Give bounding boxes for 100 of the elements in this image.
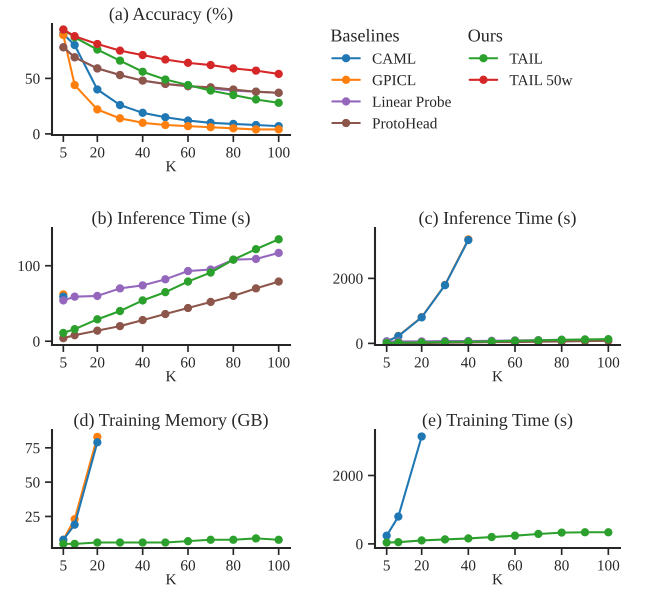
point [138, 296, 147, 305]
point [604, 528, 612, 536]
point [252, 254, 260, 264]
point [116, 100, 124, 110]
point [161, 55, 170, 64]
point [418, 432, 426, 441]
point [138, 118, 147, 127]
point [382, 538, 391, 547]
x-tick-label: 40 [135, 560, 150, 571]
point [161, 288, 170, 296]
chart-title: (e) Training Time (s) [422, 413, 572, 430]
y-tick-label: 50 [26, 477, 40, 488]
point [274, 248, 283, 258]
point [59, 296, 68, 305]
legend-label: ProtoHead [372, 118, 438, 128]
point [252, 66, 260, 75]
x-tick-label: 40 [135, 357, 150, 368]
point [274, 235, 283, 244]
point [70, 292, 79, 301]
chart-title: (c) Inference Time (s) [419, 211, 576, 228]
point [93, 438, 102, 447]
text: Baselines [330, 28, 399, 42]
x-axis-title: K [166, 371, 176, 382]
x-axis-title: K [492, 371, 503, 382]
point [558, 528, 566, 537]
x-tick-label: 100 [598, 357, 620, 368]
point [116, 114, 124, 123]
legend-label: TAIL [510, 53, 542, 64]
x-tick-label: 80 [226, 357, 240, 368]
point [93, 40, 102, 48]
point [184, 304, 192, 312]
legend-label: Linear Probe [372, 96, 451, 107]
legend-label: TAIL 50w [510, 75, 572, 86]
point [138, 68, 147, 76]
point [70, 540, 79, 548]
point [184, 536, 192, 546]
point [274, 536, 283, 544]
point [274, 125, 283, 134]
x-tick-label: 60 [181, 357, 196, 368]
point [418, 536, 426, 545]
y-tick-label: 0 [356, 539, 363, 550]
x-tick-label: 80 [226, 560, 240, 571]
x-tick-label: 20 [90, 357, 104, 368]
point [184, 277, 192, 286]
point [206, 60, 215, 70]
x-tick-label: 20 [414, 560, 429, 571]
x-axis-title: K [166, 574, 176, 584]
point [252, 95, 260, 104]
point [93, 292, 102, 300]
point [116, 284, 124, 293]
point [138, 108, 147, 117]
x-tick-label: 100 [268, 560, 290, 571]
x-tick-label: 40 [460, 560, 476, 571]
y-tick-label: 25 [26, 512, 40, 522]
y-tick-label: 0 [33, 336, 40, 347]
point [138, 538, 147, 547]
x-tick-label: 5 [384, 560, 390, 571]
point [206, 123, 215, 132]
x-tick-label: 20 [414, 357, 429, 368]
x-tick-label: 40 [460, 357, 476, 368]
y-tick-label: 50 [26, 74, 40, 84]
point [161, 120, 170, 130]
legend-label: CAML [372, 53, 416, 64]
point [93, 315, 102, 324]
point [229, 90, 238, 100]
point [116, 46, 124, 55]
legend-label: GPICL [372, 75, 416, 86]
x-tick-label: 80 [554, 357, 569, 368]
point [59, 540, 68, 548]
point [93, 326, 102, 335]
x-tick-label: 100 [598, 560, 620, 571]
x-tick-label: 20 [90, 560, 104, 571]
point [93, 85, 102, 94]
point [510, 532, 520, 540]
point [184, 266, 192, 276]
point [534, 530, 542, 538]
point [274, 98, 283, 107]
x-tick-label: 60 [181, 560, 196, 571]
point [138, 281, 147, 290]
x-axis-title: K [492, 574, 503, 584]
point [394, 512, 402, 521]
point [440, 535, 450, 544]
y-tick-label: 0 [356, 338, 363, 349]
x-tick-label: 5 [60, 560, 67, 571]
point [70, 520, 79, 529]
point [252, 125, 260, 134]
x-tick-label: 80 [554, 560, 569, 571]
x-tick-label: 100 [268, 357, 290, 368]
x-tick-label: 5 [384, 357, 390, 368]
point [70, 324, 79, 334]
x-tick-label: 5 [60, 357, 67, 368]
x-tick-label: 60 [181, 147, 196, 158]
point [161, 75, 170, 84]
text: Ours [468, 29, 502, 42]
point [206, 536, 215, 544]
x-tick-label: 60 [508, 357, 522, 368]
point [116, 538, 124, 547]
point [580, 528, 590, 536]
y-tick-label: 100 [18, 260, 40, 272]
point [161, 538, 170, 547]
